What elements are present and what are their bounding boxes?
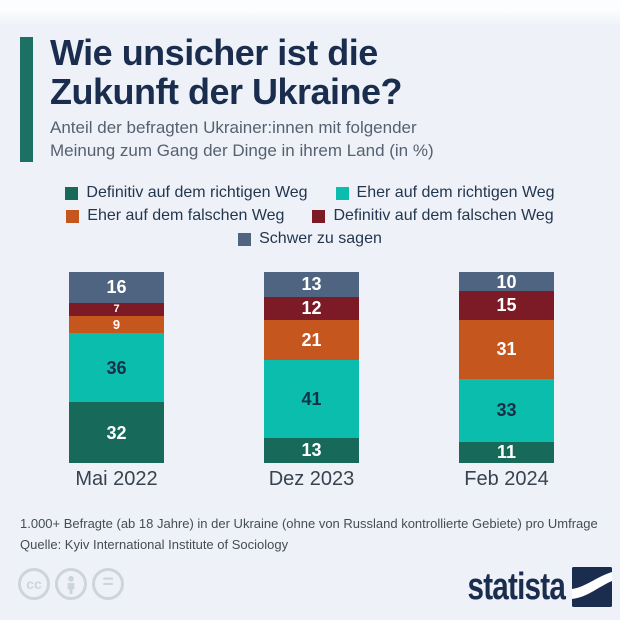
license-icons: cc = [18,568,124,600]
attribution-icon[interactable] [55,568,87,600]
legend-swatch-icon [335,186,349,200]
stacked-bar-mai-2022: 16 7 9 36 32 [69,272,164,464]
bar-segment: 16 [69,272,164,303]
bar-segment: 11 [459,441,554,463]
legend-item-label: Schwer zu sagen [259,230,382,247]
legend-item-label: Definitiv auf dem richtigen Weg [86,184,308,201]
legend-row-2: Eher auf dem falschen Weg Definitiv auf d… [0,207,620,225]
bar-segment: 21 [264,319,359,360]
bar-segment: 9 [69,315,164,334]
bar-segment: 15 [459,291,554,320]
bar-segment: 36 [69,333,164,402]
bar-segment: 12 [264,296,359,320]
page-subtitle: Anteil der befragten Ukrainer:innen mit … [50,116,434,162]
person-glyph [67,575,75,594]
title-line-1: Wie unsicher ist die [50,32,378,73]
legend-swatch-icon [65,186,79,200]
stacked-bar-feb-2024: 10 15 31 33 11 [459,272,554,463]
cc-icon[interactable]: cc [18,568,50,600]
bar-segment: 7 [69,302,164,316]
legend-item-label: Eher auf dem falschen Weg [87,207,285,224]
bar-segment: 13 [264,272,359,297]
legend-row-3: Schwer zu sagen [0,230,620,248]
legend-item-4: Definitiv auf dem falschen Weg [312,207,554,225]
stacked-bar-dez-2023: 13 12 21 41 13 [264,272,359,463]
page-title: Wie unsicher ist die Zukunft der Ukraine… [50,32,403,112]
legend-item-label: Definitiv auf dem falschen Weg [333,207,554,224]
bar-segment: 13 [264,438,359,463]
subtitle-line-2: Meinung zum Gang der Dinge in ihrem Land… [50,141,434,160]
legend-item-2: Eher auf dem richtigen Weg [335,184,555,202]
title-line-2: Zukunft der Ukraine? [50,71,403,112]
category-label-feb-2024: Feb 2024 [464,468,549,490]
legend-swatch-icon [238,232,252,246]
source-note: Quelle: Kyiv International Institute of … [20,537,289,552]
bar-segment: 41 [264,359,359,439]
bar-segment: 10 [459,272,554,292]
statista-logo[interactable]: statista [440,567,612,607]
bar-segment: 32 [69,401,164,464]
legend-row-1: Definitiv auf dem richtigen Weg Eher auf … [0,184,620,202]
cc-glyph: cc [26,576,42,592]
statista-logo-mark-icon [572,567,612,607]
stacked-bar-chart: 16 7 9 36 32 13 12 21 41 13 10 15 31 33 11 [0,272,620,464]
legend-swatch-icon [66,209,80,223]
bar-segment: 31 [459,319,554,379]
legend-swatch-icon [312,209,326,223]
legend-item-label: Eher auf dem richtigen Weg [356,184,555,201]
equals-glyph: = [102,572,114,593]
no-derivatives-icon[interactable]: = [92,568,124,600]
legend-item-1: Definitiv auf dem richtigen Weg [65,184,308,202]
subtitle-line-1: Anteil der befragten Ukrainer:innen mit … [50,118,417,137]
chart-legend: Definitiv auf dem richtigen Weg Eher auf … [0,184,620,253]
bar-segment: 33 [459,378,554,442]
legend-item-3: Eher auf dem falschen Weg [66,207,284,225]
footnote: 1.000+ Befragte (ab 18 Jahre) in der Ukr… [20,516,598,531]
category-label-dez-2023: Dez 2023 [268,468,355,490]
legend-item-5: Schwer zu sagen [238,230,382,248]
title-accent-bar [20,37,33,162]
statista-logo-text: statista [467,566,565,608]
category-label-mai-2022: Mai 2022 [75,468,158,490]
